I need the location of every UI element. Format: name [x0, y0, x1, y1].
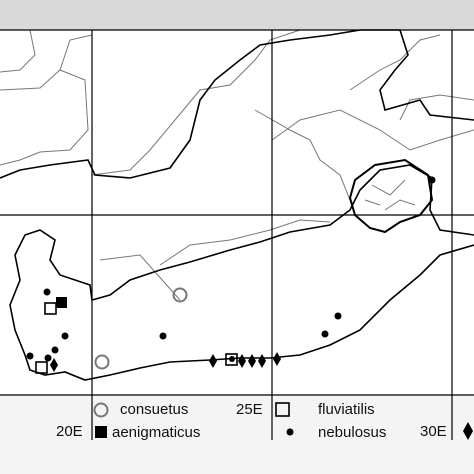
legend-symbol — [95, 426, 107, 438]
fluviatilis-record — [225, 353, 238, 366]
top-band — [0, 0, 474, 30]
internal-borders — [0, 29, 474, 301]
legend-label: consuetus — [120, 401, 188, 418]
nebulosus-records — [26, 176, 436, 362]
records — [26, 176, 436, 374]
fluviatilis-record — [35, 361, 48, 374]
lesotho-districts — [364, 179, 416, 211]
lesotho — [348, 158, 434, 234]
legend-area — [0, 395, 474, 474]
legend-label: fluviatilis — [318, 401, 375, 418]
fluviatilis-record — [44, 302, 57, 315]
aenigmaticus-record — [56, 297, 67, 308]
coastline — [0, 29, 474, 381]
legend-symbol — [93, 402, 109, 418]
consuetus-record — [94, 354, 110, 370]
legend-label: nebulosus — [318, 424, 386, 441]
legend: consuetus aenigmaticus fluviatilis nebul… — [56, 401, 473, 441]
diamond-records — [50, 352, 281, 372]
legend-symbol — [463, 422, 473, 440]
map-area — [0, 30, 474, 395]
longitude-label: 20E — [56, 423, 83, 440]
longitude-label: 25E — [236, 401, 263, 418]
longitude-label: 30E — [420, 423, 447, 440]
legend-label: aenigmaticus — [112, 424, 200, 441]
consuetus-record — [172, 287, 188, 303]
grid — [0, 29, 474, 440]
legend-symbol — [286, 428, 294, 436]
legend-symbol — [275, 402, 290, 417]
